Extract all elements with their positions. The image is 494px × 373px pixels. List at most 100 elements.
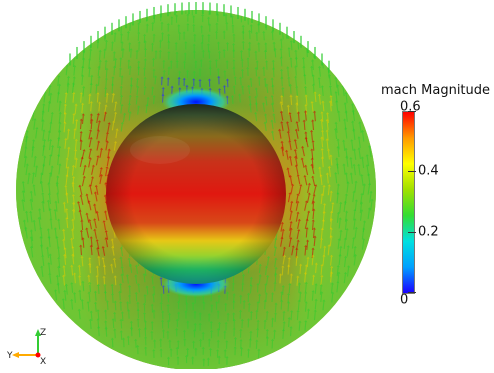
velocity-arrow [283,287,284,295]
velocity-arrow [89,294,90,302]
velocity-arrow [154,97,155,104]
velocity-arrow [243,276,244,283]
velocity-arrow [164,72,165,79]
velocity-arrow [274,332,275,340]
velocity-arrow [291,312,292,320]
velocity-arrow [291,86,292,94]
velocity-arrowhead [246,16,249,18]
velocity-arrow [275,50,276,58]
velocity-arrow [91,247,92,255]
velocity-arrow [121,285,122,293]
colorbar-tick-mark [408,171,416,172]
velocity-arrow [289,49,290,57]
velocity-arrow [288,31,289,39]
velocity-arrowhead [169,6,172,8]
velocity-arrow [115,277,116,285]
velocity-arrow [240,96,241,103]
velocity-arrow [106,70,107,78]
velocity-arrow [288,68,289,76]
z-axis-label: Z [40,328,46,338]
velocity-arrow [81,94,82,103]
velocity-arrow [100,52,101,60]
colorbar-tick-label: 0.2 [418,224,439,239]
velocity-arrow [274,69,275,77]
velocity-arrow [83,239,84,248]
velocity-arrow [83,283,84,292]
velocity-arrow [99,78,100,86]
y-axis-label: Y [6,351,13,361]
colorbar-tick-label: 0 [400,293,408,308]
velocity-arrow [122,313,123,321]
y-axis-arrowhead [12,352,19,358]
velocity-arrow [81,247,82,256]
velocity-arrow [88,303,89,311]
velocity-arrow [305,274,306,282]
velocity-arrow [114,53,115,61]
velocity-arrow [291,275,292,283]
velocity-arrow [112,340,113,348]
velocity-arrowhead [191,8,194,10]
velocity-arrow [234,87,235,94]
velocity-arrow [104,51,105,59]
velocity-arrow [282,267,283,275]
velocity-arrow [306,303,307,311]
velocity-arrow [304,122,305,130]
velocity-arrow [300,266,301,274]
velocity-arrow [82,77,83,86]
velocity-arrow [299,323,300,331]
velocity-arrow [298,302,299,310]
velocity-arrow [283,331,284,339]
velocity-arrow [90,321,91,329]
velocity-arrow [106,80,107,88]
velocity-arrow [114,68,115,76]
velocity-arrow [99,328,100,336]
colorbar-tick-label: 0.4 [418,164,439,179]
velocity-arrow [283,89,284,97]
velocity-arrow [264,33,265,41]
velocity-arrow [113,295,114,303]
velocity-arrow [146,106,147,113]
velocity-arrow [97,94,98,102]
velocity-arrow [115,34,116,42]
velocity-arrow [96,86,97,94]
colorbar-tick-mark [408,232,416,233]
velocity-arrow [90,50,91,58]
velocity-arrow [299,113,300,121]
velocity-arrow [113,320,114,328]
velocity-arrow [273,87,274,95]
velocity-arrow [112,85,113,93]
velocity-arrow [299,284,300,292]
velocity-arrow [82,222,83,231]
velocity-arrow [97,277,98,285]
velocity-arrow [296,78,297,86]
velocity-arrow [288,107,289,115]
velocity-arrow [288,267,289,275]
velocity-arrow [291,328,292,336]
velocity-arrow [91,313,92,321]
velocity-arrow [276,305,277,313]
velocity-arrow [90,265,91,273]
velocity-arrow [233,284,234,291]
velocity-arrow [291,42,292,50]
velocity-arrow [282,97,283,105]
velocity-arrow [297,312,298,320]
velocity-arrow [234,69,235,76]
velocity-arrow [242,285,243,292]
velocity-arrow [115,314,116,322]
x-axis-label: X [40,357,46,367]
velocity-arrow [80,277,81,286]
velocity-arrow [100,62,101,70]
velocity-arrow [96,304,97,312]
velocity-arrow [305,293,306,301]
velocity-arrow [248,266,249,273]
orientation-axes-triad: Z Y X [6,328,46,367]
velocity-arrowhead [184,6,187,8]
velocity-arrow [91,103,92,111]
velocity-arrow [105,267,106,275]
velocity-arrow [296,59,297,67]
velocity-arrow [79,267,80,276]
velocity-arrow [297,104,298,112]
velocity-arrow [115,303,116,311]
